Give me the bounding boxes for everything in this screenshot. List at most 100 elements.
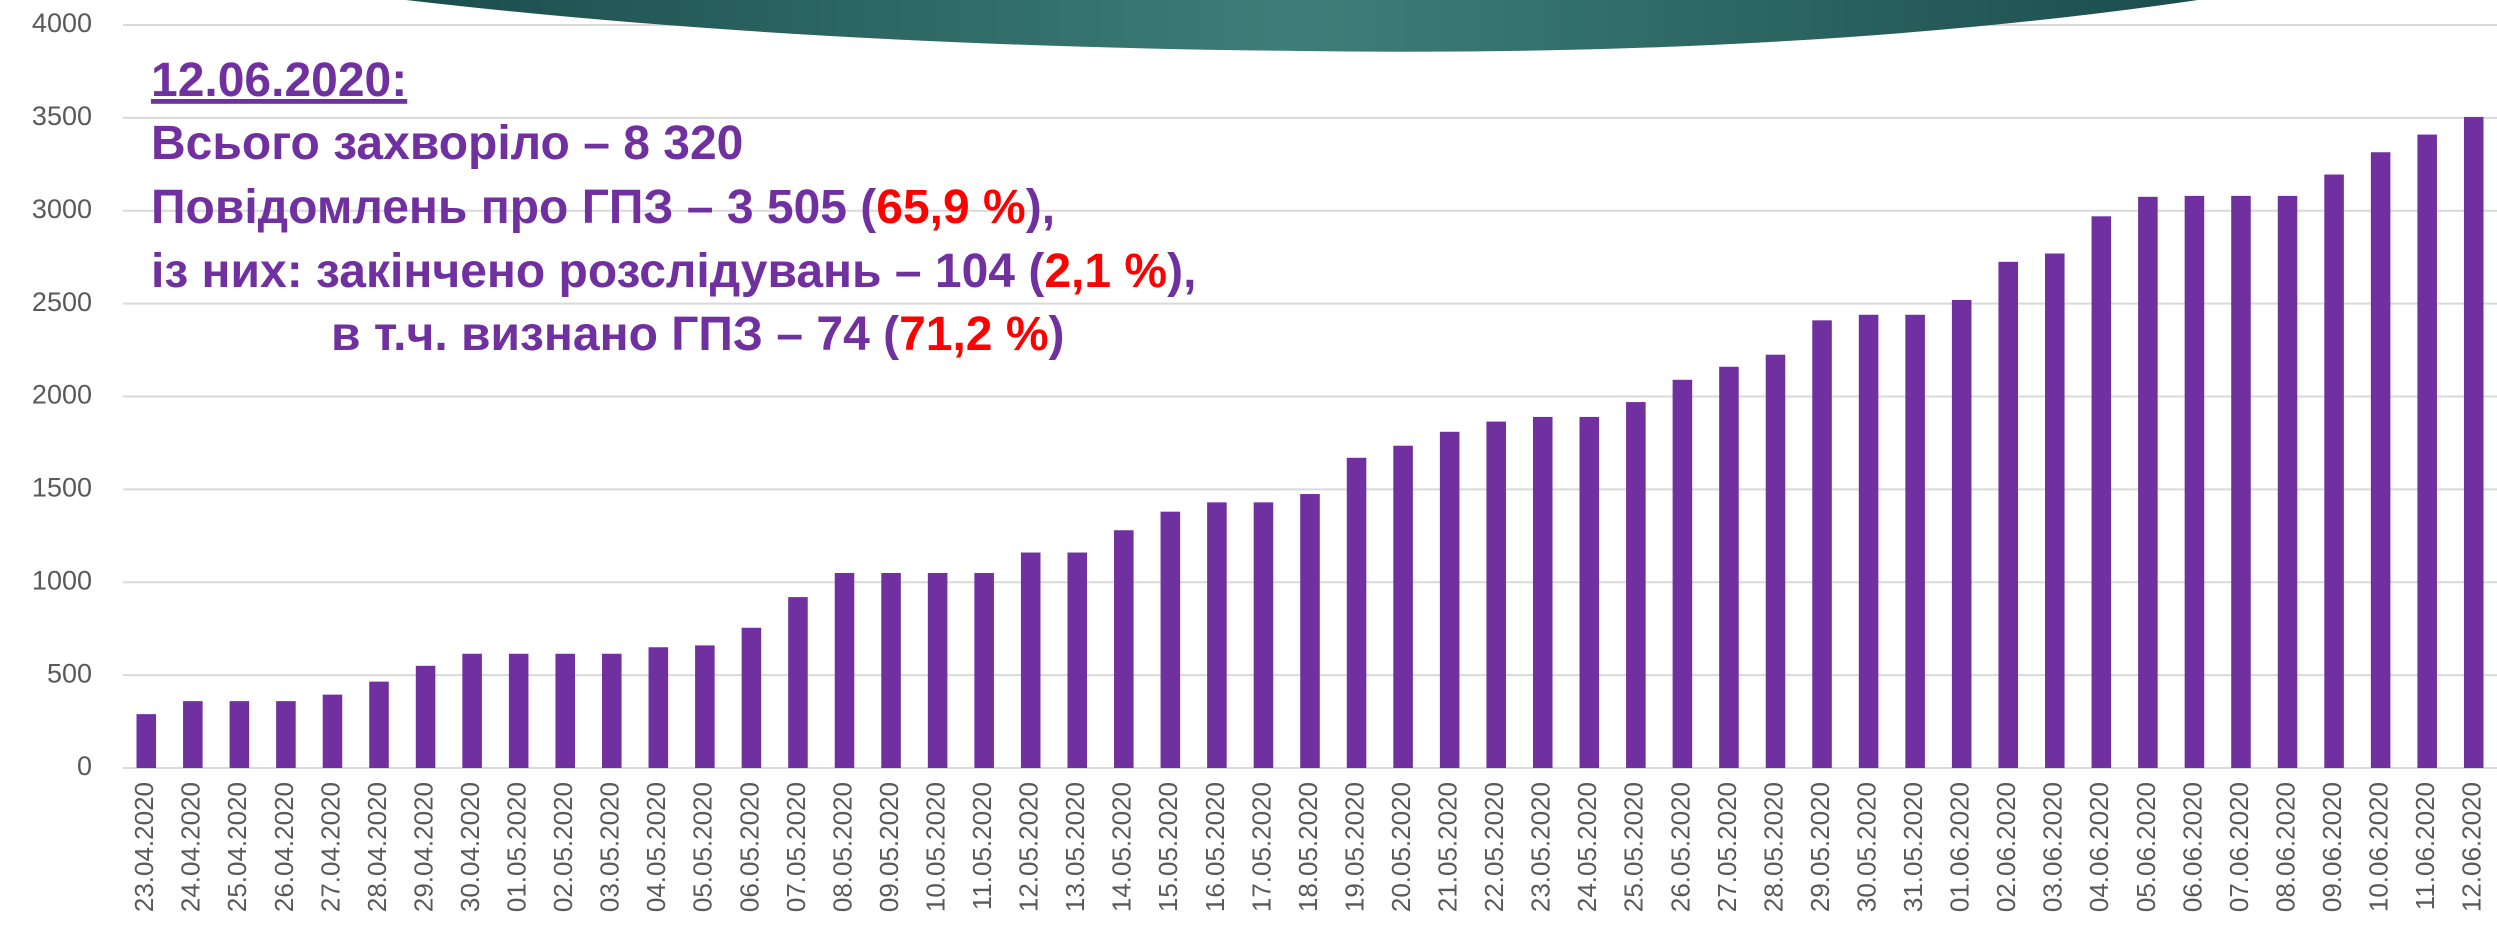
bar xyxy=(229,701,250,768)
bar xyxy=(927,572,948,768)
x-tick-label: 24.04.2020 xyxy=(176,782,206,912)
bar xyxy=(1672,379,1693,768)
annotation-text: в т.ч. визнано ГПЗ – 74 ( xyxy=(331,308,899,361)
x-tick-label: 22.05.2020 xyxy=(1479,782,1509,912)
bar xyxy=(1393,445,1413,768)
annotation-text: із них: закінчено розслідувань – 104 ( xyxy=(151,245,1044,298)
bar xyxy=(741,627,762,768)
x-tick-label: 27.05.2020 xyxy=(1712,782,1742,912)
bar xyxy=(2184,195,2205,768)
bar xyxy=(1858,314,1879,768)
x-tick-label: 15.05.2020 xyxy=(1153,782,1183,912)
annotation-text: Всього захворіло – 8 320 xyxy=(151,117,743,170)
bar xyxy=(2138,196,2158,769)
x-tick-label: 30.05.2020 xyxy=(1851,782,1881,912)
x-tick-label: 25.04.2020 xyxy=(222,782,252,912)
bar xyxy=(1346,457,1367,768)
bar xyxy=(276,701,296,768)
x-tick-label: 07.05.2020 xyxy=(781,782,811,912)
x-tick-label: 03.06.2020 xyxy=(2038,782,2068,912)
x-tick-label: 23.05.2020 xyxy=(1526,782,1556,912)
bar xyxy=(2231,195,2251,768)
x-tick-label: 18.05.2020 xyxy=(1293,782,1323,912)
x-tick-label: 08.05.2020 xyxy=(827,782,857,912)
bar xyxy=(555,653,575,768)
x-tick-label: 25.05.2020 xyxy=(1619,782,1649,912)
x-tick-label: 17.05.2020 xyxy=(1246,782,1276,912)
x-tick-label: 31.05.2020 xyxy=(1898,782,1928,912)
annotation-highlight: 2,1 % xyxy=(1044,245,1167,298)
bar xyxy=(1439,431,1460,768)
bar xyxy=(1067,552,1088,768)
y-tick-label: 1500 xyxy=(32,473,92,503)
bar xyxy=(1951,299,1972,768)
x-tick-label: 12.05.2020 xyxy=(1014,782,1044,912)
bar xyxy=(322,694,343,768)
y-tick-label: 3500 xyxy=(32,101,92,131)
annotation-text: ), xyxy=(1026,181,1055,234)
x-tick-label: 26.05.2020 xyxy=(1665,782,1695,912)
y-tick-label: 500 xyxy=(47,658,92,688)
y-tick-label: 1000 xyxy=(32,565,92,595)
x-tick-label: 23.04.2020 xyxy=(129,782,159,912)
y-tick-label: 0 xyxy=(77,751,92,781)
annotation-text: Повідомлень про ГПЗ – 3 505 ( xyxy=(151,181,876,234)
x-tick-label: 11.06.2020 xyxy=(2410,782,2440,910)
x-tick-label: 28.04.2020 xyxy=(362,782,392,912)
x-tick-label: 12.06.2020 xyxy=(2457,782,2487,912)
bar xyxy=(1160,511,1181,768)
x-tick-label: 04.06.2020 xyxy=(2084,782,2114,912)
x-tick-label: 14.05.2020 xyxy=(1107,782,1137,912)
x-tick-label: 11.05.2020 xyxy=(967,782,997,910)
bar xyxy=(1905,314,1925,768)
bar xyxy=(2045,253,2065,768)
bar xyxy=(183,701,203,768)
bar xyxy=(1300,494,1320,768)
annotation-line: Повідомлень про ГПЗ – 3 505 (65,9 %), xyxy=(151,181,1055,234)
bar xyxy=(1579,416,1600,768)
bar xyxy=(1998,261,2019,768)
bar xyxy=(1765,354,1786,768)
bar xyxy=(1207,502,1227,768)
bar xyxy=(2463,116,2484,769)
bar xyxy=(2277,195,2298,768)
x-tick-label: 08.06.2020 xyxy=(2270,782,2300,912)
bar xyxy=(648,647,669,768)
x-tick-label: 01.06.2020 xyxy=(1945,782,1975,912)
x-tick-label: 10.06.2020 xyxy=(2364,782,2394,912)
x-tick-label: 06.05.2020 xyxy=(734,782,764,912)
bar xyxy=(1253,502,1274,768)
x-tick-label: 29.05.2020 xyxy=(1805,782,1835,912)
x-tick-label: 29.04.2020 xyxy=(408,782,438,912)
x-tick-label: 24.05.2020 xyxy=(1572,782,1602,912)
bar xyxy=(1532,416,1553,768)
x-tick-label: 21.05.2020 xyxy=(1433,782,1463,912)
bar xyxy=(415,665,436,768)
x-tick-label: 05.05.2020 xyxy=(688,782,718,912)
x-tick-label: 03.05.2020 xyxy=(595,782,625,912)
annotation-line: в т.ч. визнано ГПЗ – 74 (71,2 %) xyxy=(331,308,1065,361)
x-tick-label: 04.05.2020 xyxy=(641,782,671,912)
bar xyxy=(508,653,529,768)
bar xyxy=(2417,134,2437,768)
x-tick-label: 09.05.2020 xyxy=(874,782,904,912)
bar xyxy=(601,653,622,768)
annotation-line: Всього захворіло – 8 320 xyxy=(151,117,743,170)
x-tick-label: 28.05.2020 xyxy=(1758,782,1788,912)
bar xyxy=(834,572,855,768)
y-tick-label: 2000 xyxy=(32,380,92,410)
bar xyxy=(2370,152,2391,768)
annotation-text: ) xyxy=(1049,308,1065,361)
y-tick-label: 4000 xyxy=(32,8,92,38)
bar xyxy=(974,572,994,768)
bar xyxy=(1114,530,1134,768)
bar xyxy=(1626,402,1646,768)
x-tick-label: 19.05.2020 xyxy=(1339,782,1369,912)
annotation-date: 12.06.2020: xyxy=(151,54,407,107)
bar xyxy=(1486,421,1506,768)
bar xyxy=(881,572,901,768)
x-tick-label: 01.05.2020 xyxy=(502,782,532,912)
bar xyxy=(369,681,389,768)
x-tick-label: 16.05.2020 xyxy=(1200,782,1230,912)
